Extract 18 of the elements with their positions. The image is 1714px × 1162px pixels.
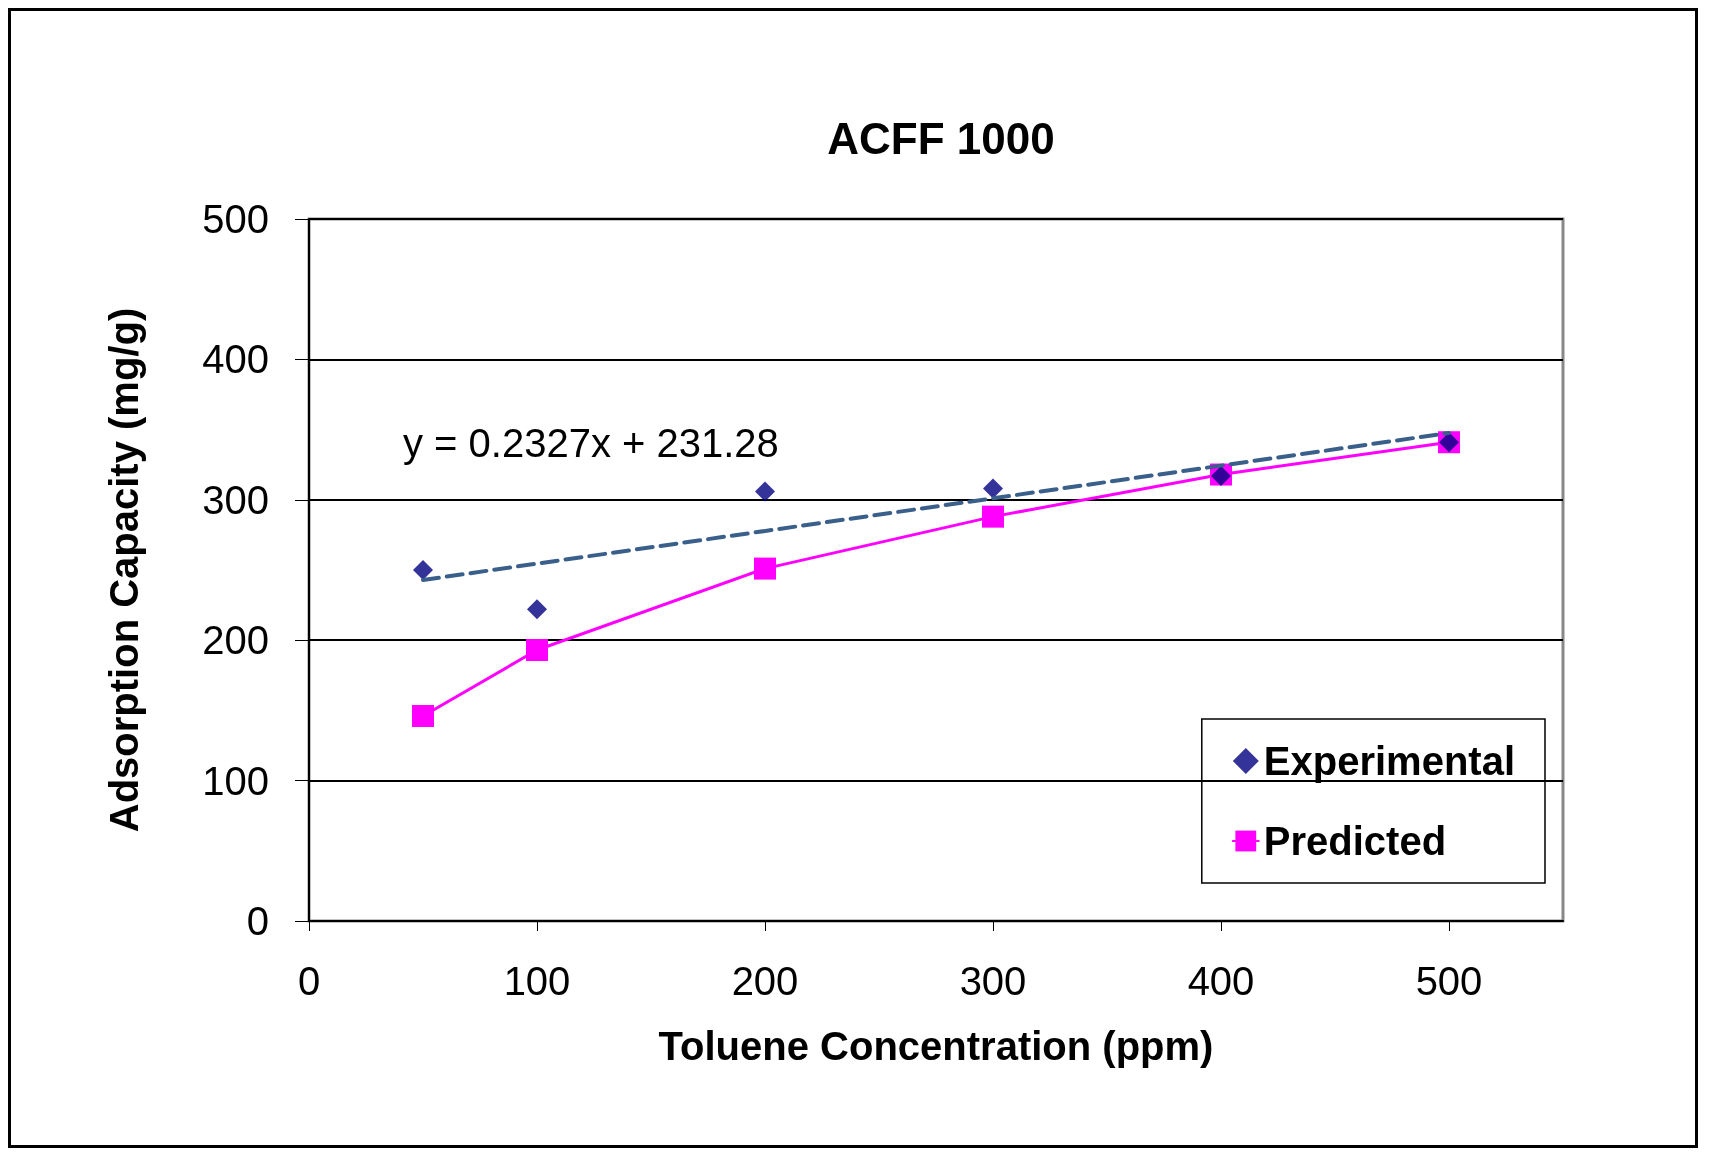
y-tick-label: 500 [202, 197, 269, 241]
x-axis-title: Toluene Concentration (ppm) [658, 1024, 1214, 1068]
x-tick-label: 200 [731, 959, 799, 1003]
y-axis-title: Adsorption Capacity (mg/g) [102, 307, 146, 833]
x-tick-label: 300 [959, 959, 1027, 1003]
legend-label: Experimental [1263, 739, 1516, 783]
y-tick-label: 400 [202, 337, 269, 382]
annotation: y = 0.2327x + 231.28 [403, 421, 779, 465]
x-tick-label: 100 [503, 959, 571, 1003]
legend-label: Predicted [1263, 819, 1447, 863]
x-tick-label: 500 [1415, 959, 1483, 1003]
x-tick-label: 400 [1187, 959, 1255, 1003]
y-tick-label: 200 [202, 618, 269, 663]
y-tick-label: 300 [202, 477, 269, 522]
y-tick-label: 100 [202, 758, 269, 803]
x-tick-label: 0 [297, 959, 321, 1003]
chart-title: ACFF 1000 [827, 113, 1055, 163]
y-tick-label: 0 [246, 899, 269, 943]
